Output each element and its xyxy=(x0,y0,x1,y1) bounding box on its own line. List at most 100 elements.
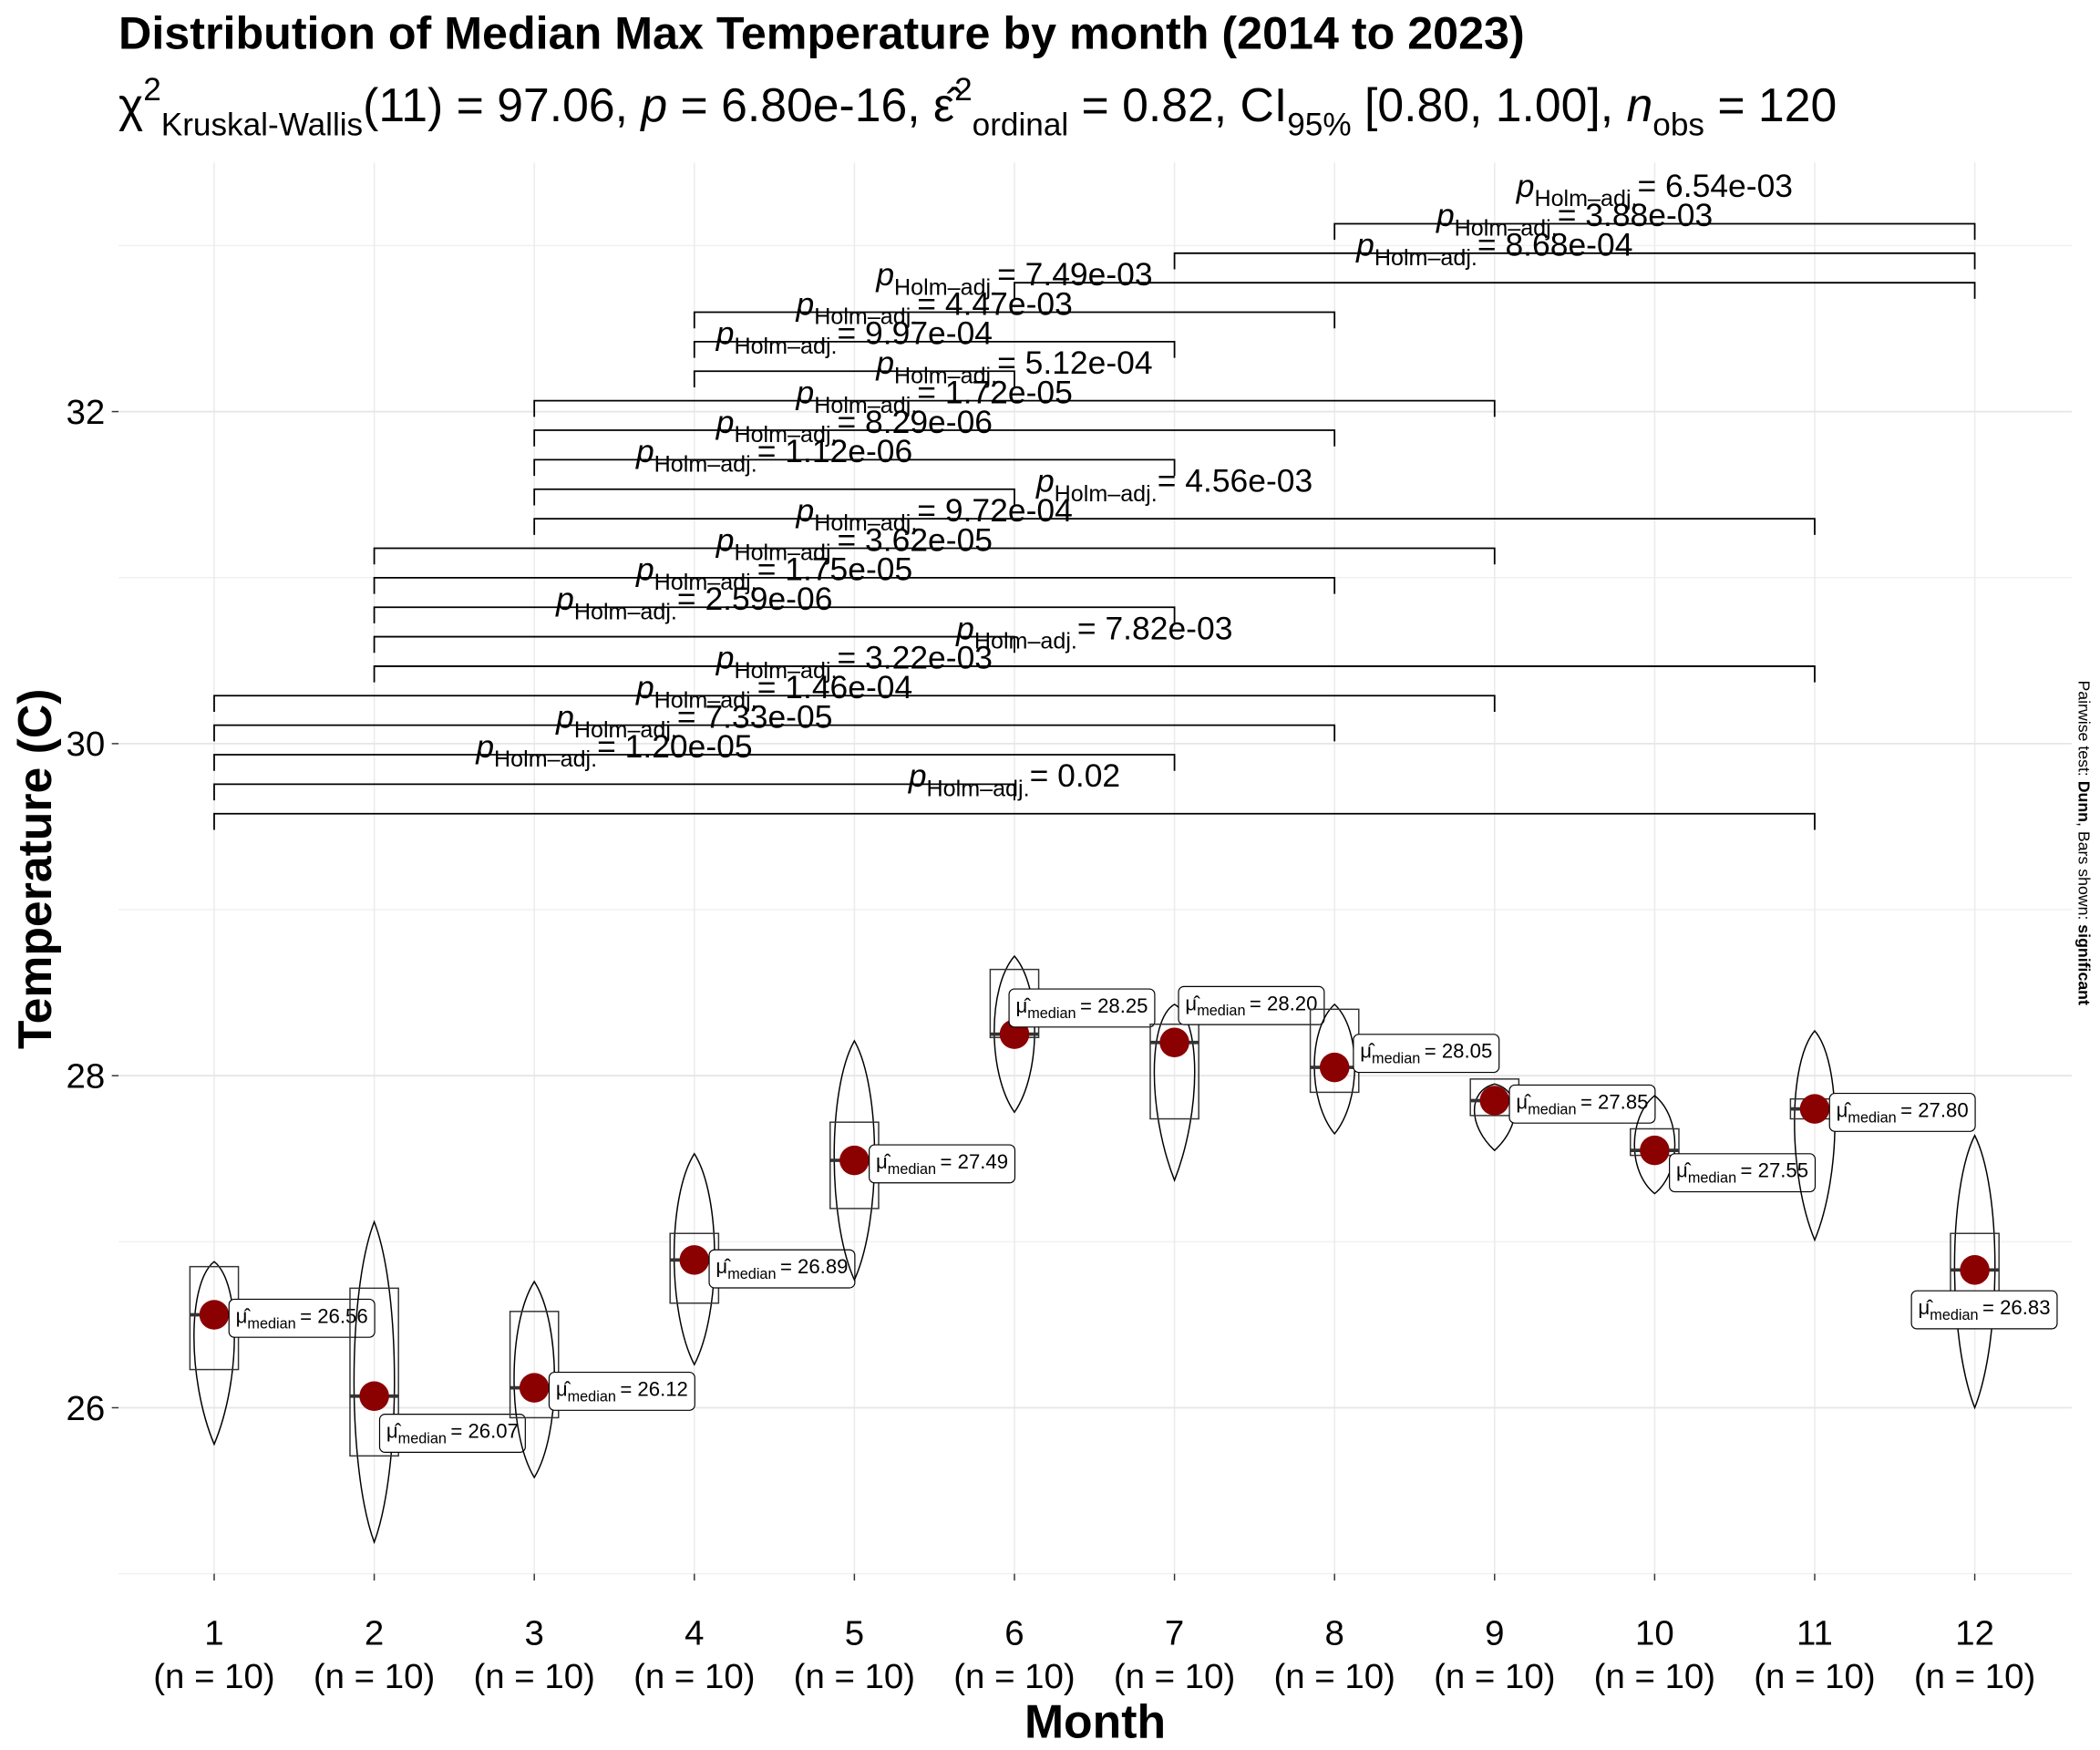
median-point xyxy=(679,1245,710,1275)
significance-bracket xyxy=(373,576,1336,594)
text-part: ordinal xyxy=(973,108,1069,143)
bracket-label: pHolm–adj.= 1.12e-06 xyxy=(635,433,912,477)
bracket-label: pHolm–adj.= 7.82e-03 xyxy=(955,610,1232,654)
x-tick-label: 4 xyxy=(685,1614,704,1653)
p-value: = 4.47e-03 xyxy=(917,285,1073,322)
x-tick-label: 9 xyxy=(1485,1614,1504,1653)
significance-bracket xyxy=(1014,282,1976,299)
median-point xyxy=(1799,1094,1830,1124)
significance-bracket xyxy=(533,399,1496,417)
p-value: = 5.12e-04 xyxy=(997,345,1153,381)
n-label: (n = 10) xyxy=(633,1657,755,1696)
stat-value: = 26.89 xyxy=(780,1255,849,1278)
p-symbol: p xyxy=(715,640,735,676)
bracket-label: pHolm–adj.= 8.68e-04 xyxy=(1355,227,1632,271)
text-part: = 120 xyxy=(1704,78,1837,131)
significance-bracket xyxy=(1173,252,1976,270)
significance-bracket xyxy=(373,547,1496,565)
n-label: (n = 10) xyxy=(953,1657,1075,1696)
median-point xyxy=(199,1300,230,1330)
stat-sub: median xyxy=(247,1315,295,1332)
median-label: μ̂median = 28.25 xyxy=(1008,988,1156,1028)
text-part: p xyxy=(639,78,667,131)
median-label-box xyxy=(1828,1092,1976,1132)
significance-bracket xyxy=(693,370,1015,388)
n-label: (n = 10) xyxy=(1434,1657,1555,1696)
stat-sub: median xyxy=(1372,1051,1420,1067)
p-sub: Holm–adj. xyxy=(1455,216,1558,242)
n-label: (n = 10) xyxy=(1114,1657,1235,1696)
significance-bracket xyxy=(533,458,1176,477)
p-symbol: p xyxy=(635,433,654,469)
bracket-label: pHolm–adj.= 4.56e-03 xyxy=(1035,463,1312,507)
y-tick-label: 30 xyxy=(67,725,106,764)
stat-sub: median xyxy=(727,1266,776,1282)
bracket-label: pHolm–adj.= 1.75e-05 xyxy=(635,551,912,595)
n-label: (n = 10) xyxy=(1914,1657,2035,1696)
violin xyxy=(1153,1004,1196,1182)
text-part: Kruskal-Wallis xyxy=(161,108,363,143)
p-sub: Holm–adj. xyxy=(574,599,677,624)
median-label-box xyxy=(1178,985,1325,1025)
bracket-label: pHolm–adj.= 3.88e-03 xyxy=(1436,197,1713,241)
p-sub: Holm–adj. xyxy=(1374,245,1477,271)
violin xyxy=(1794,1029,1836,1242)
p-symbol: p xyxy=(635,551,654,588)
text-part: = 6.80e-16, xyxy=(667,78,933,131)
p-value: = 7.82e-03 xyxy=(1077,610,1233,646)
p-value: = 3.62e-05 xyxy=(838,521,993,558)
stat-sub: median xyxy=(1528,1101,1576,1117)
violin xyxy=(513,1280,556,1479)
significance-bracket xyxy=(373,606,1176,623)
bracket-label: pHolm–adj.= 1.46e-04 xyxy=(635,669,912,713)
text-part: 2 xyxy=(143,72,161,108)
stat-value: = 26.07 xyxy=(450,1420,519,1443)
median-label: μ̂median = 27.85 xyxy=(1508,1084,1656,1124)
p-sub: Holm–adj. xyxy=(1534,186,1637,211)
significance-bracket xyxy=(213,754,1176,771)
stat-sub: median xyxy=(1197,1003,1245,1019)
n-label: (n = 10) xyxy=(473,1657,594,1696)
median-label: μ̂median = 28.05 xyxy=(1353,1034,1500,1074)
p-symbol: p xyxy=(1516,168,1535,204)
median-point xyxy=(1319,1052,1350,1083)
significance-bracket xyxy=(213,783,1015,801)
p-sub: Holm–adj. xyxy=(927,777,1030,802)
median-label-text: μ̂median = 27.85 xyxy=(1516,1090,1648,1117)
n-label: (n = 10) xyxy=(1273,1657,1395,1696)
bracket-label: pHolm–adj.= 7.33e-05 xyxy=(555,698,832,742)
n-label: (n = 10) xyxy=(153,1657,274,1696)
bracket-label: pHolm–adj.= 3.22e-03 xyxy=(715,640,993,684)
significance-bracket xyxy=(213,695,1496,713)
bracket-label: pHolm–adj.= 1.20e-05 xyxy=(475,728,752,772)
violin xyxy=(833,1039,876,1282)
p-value: = 1.12e-06 xyxy=(757,433,913,469)
median-label: μ̂median = 28.20 xyxy=(1178,985,1325,1025)
chart-title: Distribution of Median Max Temperature b… xyxy=(118,7,1525,58)
p-sub: Holm–adj. xyxy=(1055,481,1158,507)
box xyxy=(349,1287,399,1457)
box xyxy=(1149,1023,1199,1120)
median-label-text: μ̂median = 28.05 xyxy=(1360,1040,1492,1067)
text-part: (11) = 97.06, xyxy=(363,78,641,131)
bracket-label: pHolm–adj.= 9.97e-04 xyxy=(715,315,993,359)
p-value: = 9.97e-04 xyxy=(838,315,993,352)
median-label: μ̂median = 26.12 xyxy=(548,1371,695,1411)
p-sub: Holm–adj. xyxy=(574,717,677,743)
p-sub: Holm–adj. xyxy=(894,274,997,300)
p-sub: Holm–adj. xyxy=(814,304,917,330)
p-value: = 1.46e-04 xyxy=(757,669,913,705)
stat-symbol: μ̂ xyxy=(1676,1159,1692,1182)
stat-symbol: μ̂ xyxy=(236,1304,252,1327)
median-label: μ̂median = 27.49 xyxy=(869,1144,1016,1184)
significance-bracket xyxy=(693,341,1176,358)
median-label-box xyxy=(1508,1084,1656,1124)
violin xyxy=(1953,1134,1996,1410)
median-label: μ̂median = 27.80 xyxy=(1828,1092,1976,1132)
stat-sub: median xyxy=(1688,1170,1736,1187)
x-tick-label: 5 xyxy=(845,1614,864,1653)
stat-symbol: μ̂ xyxy=(1185,992,1200,1014)
median-point xyxy=(359,1381,389,1411)
median-label-box xyxy=(548,1371,695,1411)
median-point xyxy=(519,1373,550,1403)
